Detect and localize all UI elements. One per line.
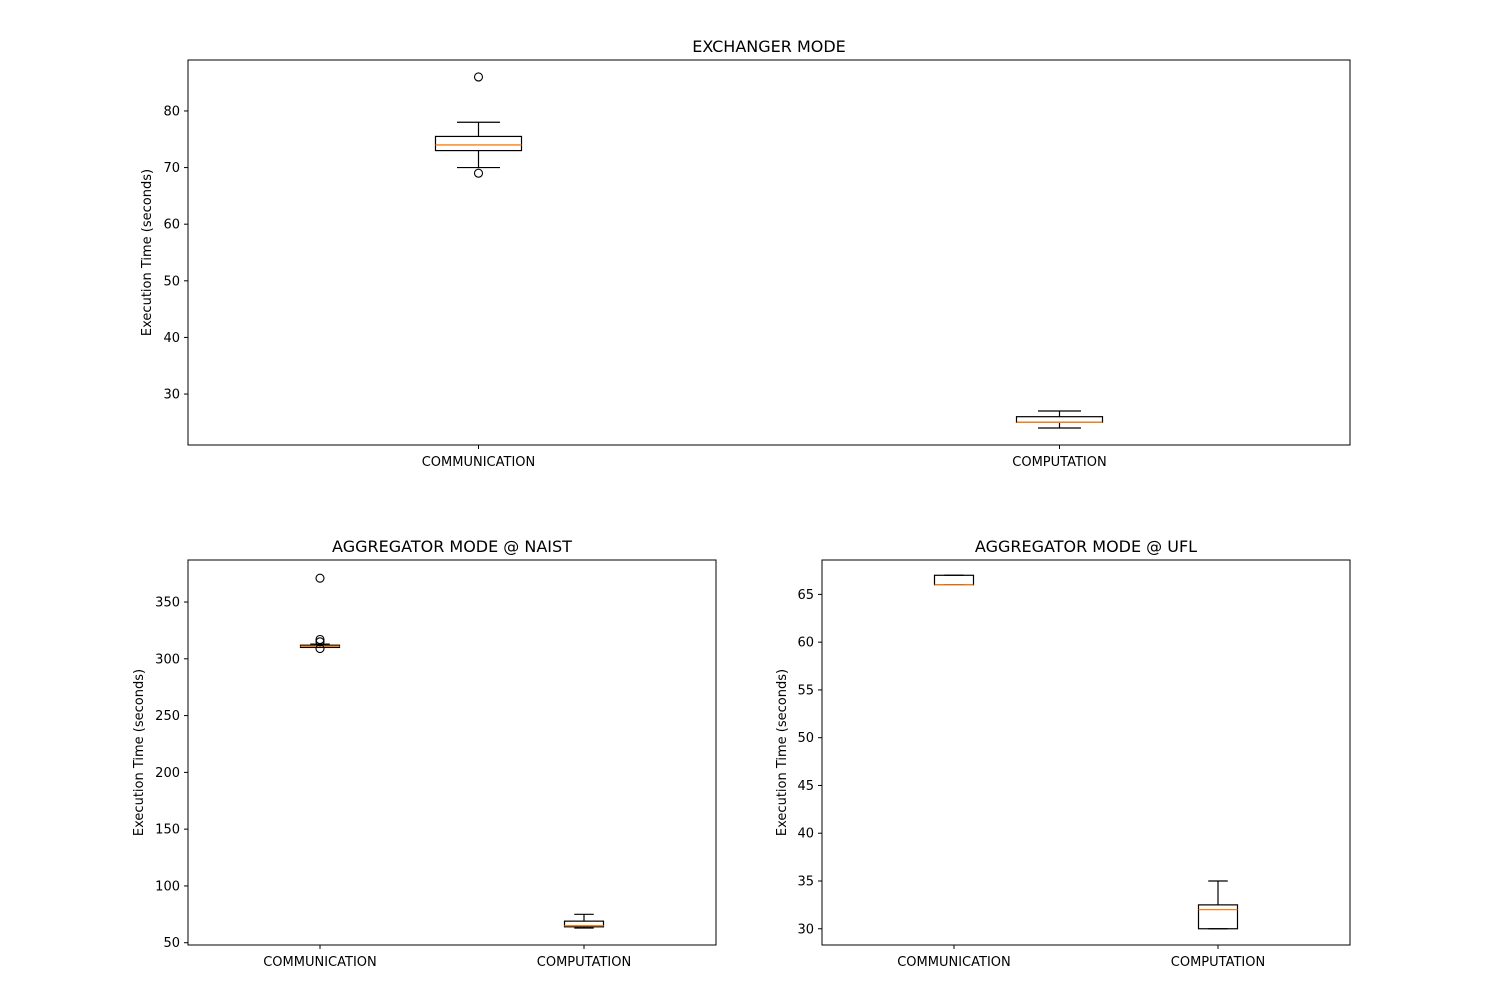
box-communication (933, 574, 975, 586)
y-tick-label: 35 (797, 874, 814, 889)
y-tick-label: 80 (163, 104, 180, 119)
iqr-box (1197, 904, 1239, 930)
y-tick-label: 300 (155, 652, 180, 667)
axes-frame (821, 559, 1351, 946)
outlier-point (473, 168, 484, 178)
box-communication (299, 573, 341, 654)
y-tick-label: 150 (155, 823, 180, 838)
x-tick-label: COMPUTATION (1012, 455, 1106, 470)
x-tick-label: COMMUNICATION (422, 455, 536, 470)
chart-panel-0: EXCHANGER MODE Execution Time (seconds) 30… (140, 37, 1351, 470)
iqr-box (434, 135, 523, 152)
box-communication (434, 72, 523, 178)
y-tick-label: 60 (163, 218, 180, 233)
y-tick-label: 70 (163, 161, 180, 176)
y-tick-label: 50 (163, 274, 180, 289)
axes-frame (187, 59, 1351, 446)
chart-title: AGGREGATOR MODE @ NAIST (332, 537, 572, 556)
y-tick-label: 45 (797, 779, 814, 794)
y-tick-label: 200 (155, 766, 180, 781)
y-tick-label: 250 (155, 709, 180, 724)
axes-frame (187, 559, 717, 946)
y-tick-label: 40 (797, 827, 814, 842)
x-tick-label: COMMUNICATION (897, 955, 1011, 970)
y-tick-label: 65 (797, 588, 814, 603)
outlier-point (315, 634, 325, 645)
y-axis-label: Execution Time (seconds) (132, 669, 147, 836)
y-tick-label: 100 (155, 879, 180, 894)
chart-title: EXCHANGER MODE (692, 37, 846, 56)
chart-panel-1: AGGREGATOR MODE @ NAIST Execution Time (s… (132, 537, 717, 970)
y-tick-label: 30 (163, 388, 180, 403)
y-tick-label: 60 (797, 636, 814, 651)
x-tick-label: COMPUTATION (537, 955, 631, 970)
y-axis-label: Execution Time (seconds) (775, 669, 790, 836)
outlier-point (315, 573, 325, 583)
y-tick-label: 50 (163, 936, 180, 951)
y-tick-label: 30 (797, 922, 814, 937)
iqr-box (563, 920, 605, 928)
outlier-point (473, 72, 484, 82)
box-computation (1197, 880, 1239, 930)
outlier-point (315, 644, 325, 654)
y-tick-label: 50 (797, 731, 814, 746)
chart-panel-2: AGGREGATOR MODE @ UFL Execution Time (sec… (775, 537, 1351, 970)
y-tick-label: 350 (155, 596, 180, 611)
y-tick-label: 55 (797, 683, 814, 698)
box-computation (563, 913, 605, 929)
outlier-point (315, 637, 325, 647)
y-axis-label: Execution Time (seconds) (140, 169, 155, 336)
x-tick-label: COMPUTATION (1171, 955, 1265, 970)
chart-title: AGGREGATOR MODE @ UFL (975, 537, 1197, 556)
x-tick-label: COMMUNICATION (263, 955, 377, 970)
box-computation (1015, 410, 1104, 429)
y-tick-label: 40 (163, 331, 180, 346)
